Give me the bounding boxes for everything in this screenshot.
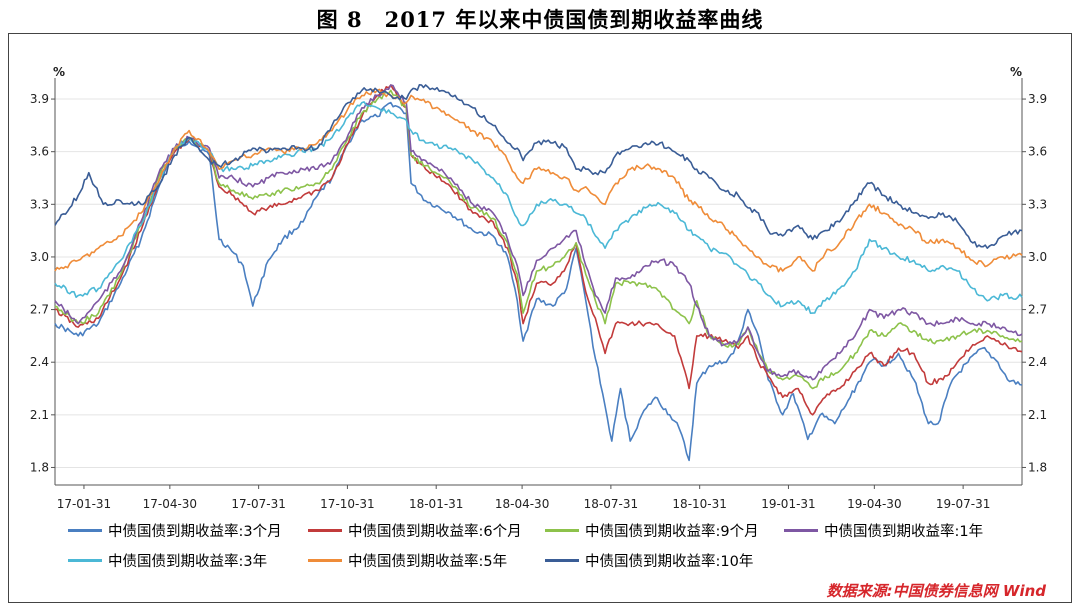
y-tick-label-right: 3.0 (1028, 250, 1047, 264)
series-line (54, 89, 1023, 390)
source-note: 数据来源:中国债券信息网 Wind (826, 582, 1046, 600)
y-axis-unit-right: % (1010, 65, 1022, 79)
y-tick-label-right: 2.7 (1028, 303, 1047, 317)
y-tick-label-left: 2.7 (30, 303, 49, 317)
x-tick-label: 18-01-31 (409, 497, 463, 511)
legend-swatch (68, 529, 102, 532)
series-line (54, 84, 1023, 416)
legend-item: 中债国债到期收益率:9个月 (545, 520, 759, 541)
legend-label: 中债国债到期收益率:3年 (108, 554, 268, 570)
y-tick-label-right: 3.3 (1028, 197, 1047, 211)
legend-label: 中债国债到期收益率:6个月 (348, 524, 522, 540)
x-tick-label: 17-01-31 (57, 497, 111, 511)
y-tick-label-left: 3.3 (30, 197, 49, 211)
legend-label: 中债国债到期收益率:9个月 (585, 524, 759, 540)
x-tick-label: 17-07-31 (231, 497, 285, 511)
legend-swatch (545, 559, 579, 562)
y-tick-label-right: 3.9 (1028, 92, 1047, 106)
x-tick-label: 17-10-31 (320, 497, 374, 511)
y-tick-label-left: 3.0 (30, 250, 49, 264)
y-tick-label-right: 2.4 (1028, 355, 1047, 369)
legend-item: 中债国债到期收益率:3个月 (68, 520, 282, 541)
series-line (54, 84, 1023, 381)
y-tick-label-left: 2.1 (30, 408, 49, 422)
chart-frame (8, 33, 1072, 603)
x-tick-label: 17-04-30 (143, 497, 197, 511)
legend-swatch (308, 559, 342, 562)
legend-item: 中债国债到期收益率:10年 (545, 550, 753, 571)
y-axis-unit-left: % (53, 65, 65, 79)
legend-swatch (308, 529, 342, 532)
x-tick-label: 18-10-31 (672, 497, 726, 511)
y-tick-label-left: 2.4 (30, 355, 49, 369)
series-line (54, 101, 1023, 462)
legend-swatch (545, 529, 579, 532)
legend-swatch (68, 559, 102, 562)
x-tick-label: 19-01-31 (761, 497, 815, 511)
x-tick-label: 19-04-30 (847, 497, 901, 511)
y-tick-label-right: 3.6 (1028, 145, 1047, 159)
legend-item: 中债国债到期收益率:5年 (308, 550, 507, 571)
chart-title: 图 8 2017 年以来中债国债到期收益率曲线 (316, 7, 764, 32)
y-tick-label-left: 3.6 (30, 145, 49, 159)
legend-swatch (784, 529, 818, 532)
legend-item: 中债国债到期收益率:6个月 (308, 520, 522, 541)
series-line (54, 88, 1023, 273)
legend-item: 中债国债到期收益率:1年 (784, 520, 983, 541)
x-tick-label: 19-07-31 (936, 497, 990, 511)
y-tick-label-right: 2.1 (1028, 408, 1047, 422)
legend-label: 中债国债到期收益率:5年 (348, 554, 508, 570)
legend-label: 中债国债到期收益率:3个月 (108, 524, 282, 540)
legend-label: 中债国债到期收益率:10年 (585, 554, 754, 570)
y-tick-label-left: 3.9 (30, 92, 49, 106)
y-tick-label-right: 1.8 (1028, 460, 1047, 474)
legend-label: 中债国债到期收益率:1年 (824, 524, 984, 540)
x-tick-label: 18-07-31 (584, 497, 638, 511)
x-tick-label: 18-04-30 (495, 497, 549, 511)
series-line (54, 84, 1023, 249)
legend-item: 中债国债到期收益率:3年 (68, 550, 267, 571)
y-tick-label-left: 1.8 (30, 460, 49, 474)
